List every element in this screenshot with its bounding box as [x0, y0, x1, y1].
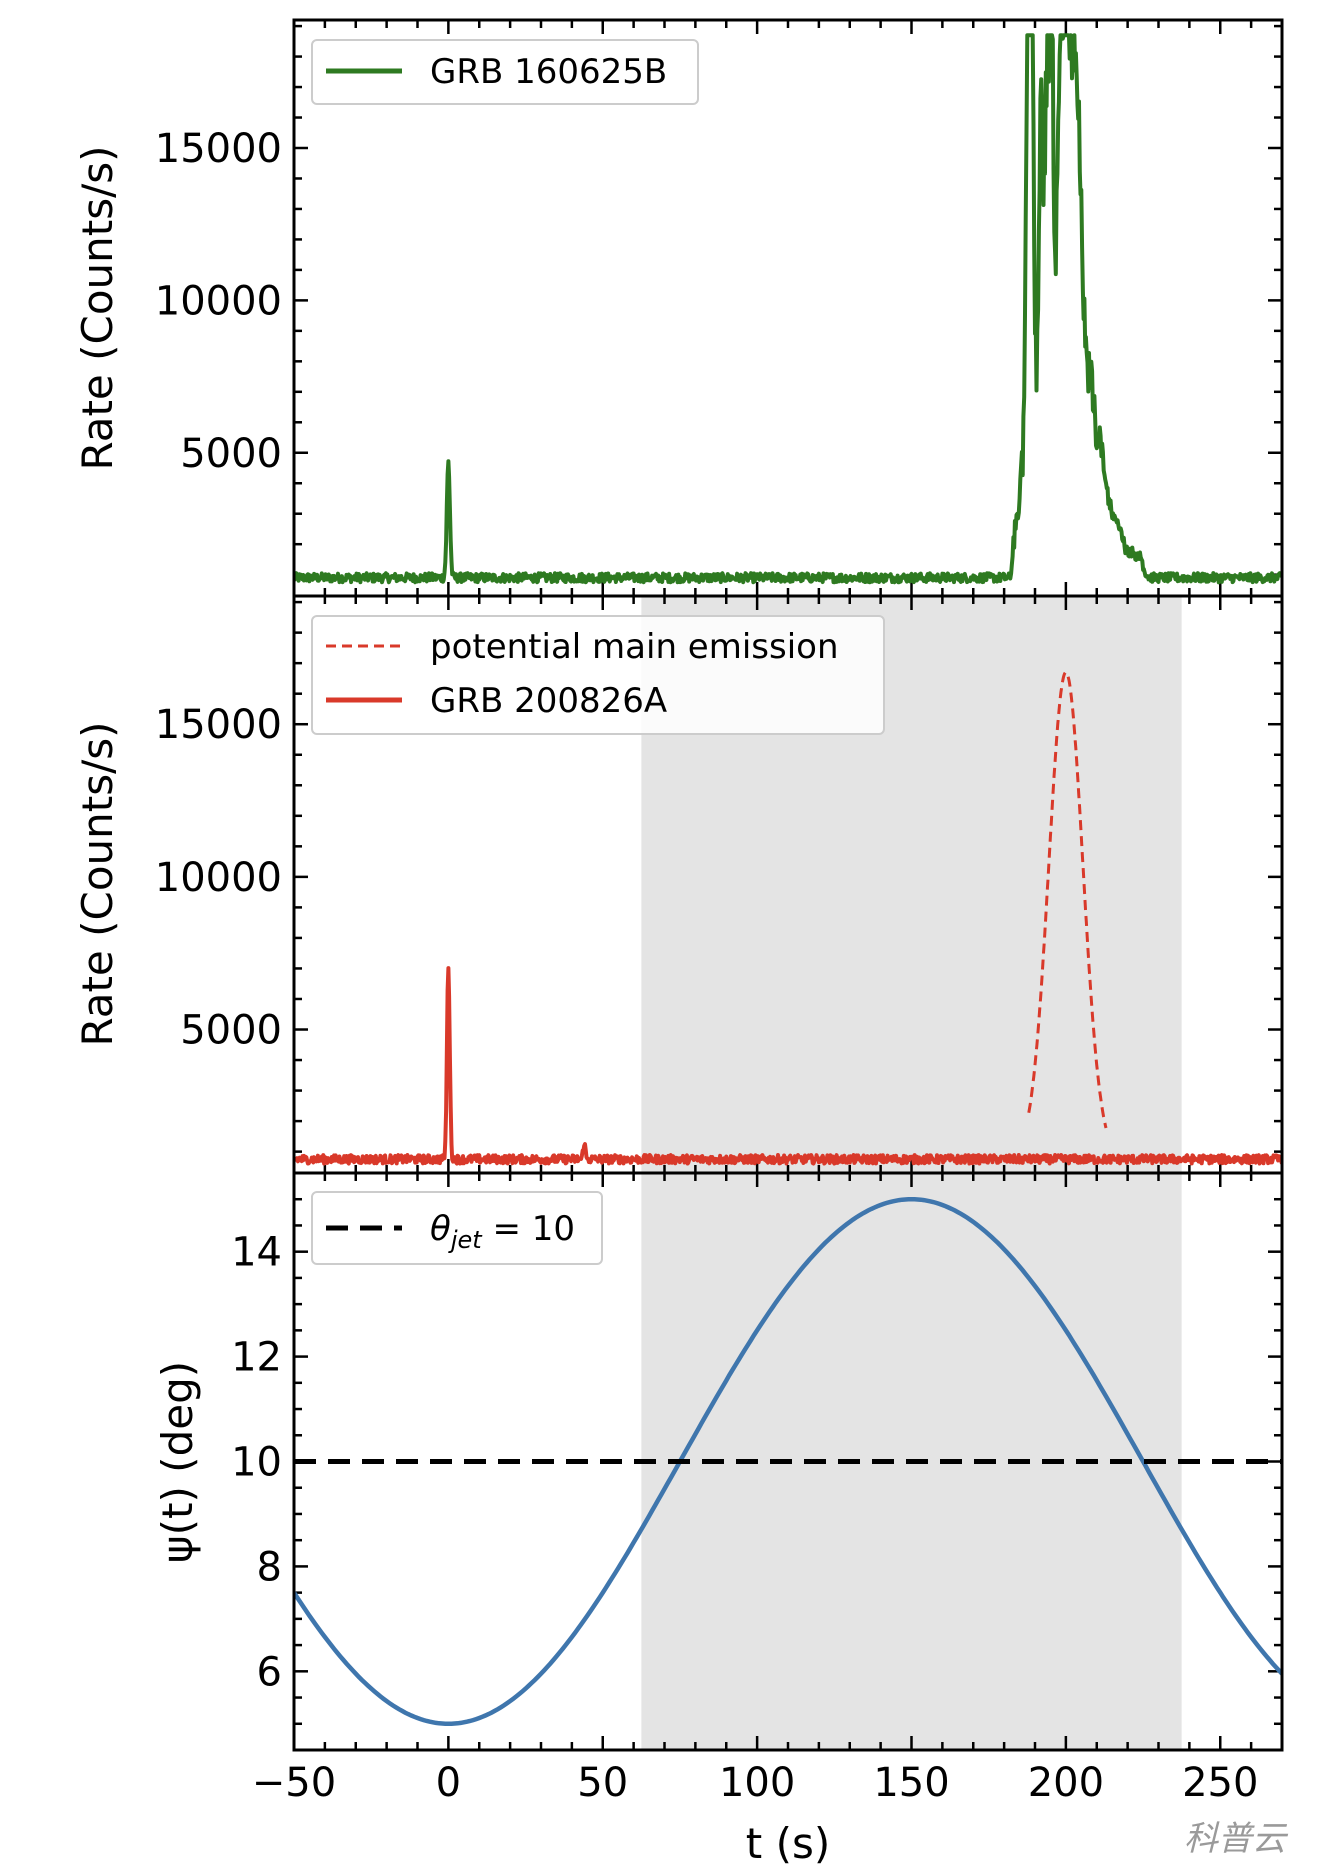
x-tick-label: 250	[1182, 1760, 1258, 1806]
top-ytick-labels: 5000 10000 15000	[155, 126, 282, 477]
bottom-ylabel: ψ(t) (deg)	[153, 1361, 202, 1563]
legend-theta-symbol: θ	[430, 1209, 451, 1249]
top-ylabel: Rate (Counts/s)	[73, 145, 122, 470]
y-tick-label: 14	[231, 1230, 282, 1276]
panel-top: 5000 10000 15000 Rate (Counts/s) GRB 16062…	[73, 20, 1284, 596]
series-psi	[294, 1196, 1282, 1727]
middle-ylabel: Rate (Counts/s)	[73, 721, 122, 1046]
x-tick-label: 50	[577, 1760, 628, 1806]
y-tick-label: 15000	[155, 126, 282, 172]
top-ticks	[292, 20, 1284, 596]
y-tick-label: 10000	[155, 855, 282, 901]
series-grb-160625b	[294, 33, 1282, 585]
top-legend: GRB 160625B	[311, 39, 699, 105]
y-tick-label: 15000	[155, 702, 282, 748]
bottom-legend: θjet = 10	[311, 1191, 603, 1265]
panel-bottom: 6 8 10 12 14 −50 0 50 100 150 200 250 ψ(t) (deg) t…	[153, 1171, 1284, 1868]
series-grb-200826a	[294, 966, 1282, 1166]
middle-ytick-labels: 5000 10000 15000	[155, 702, 282, 1053]
y-tick-label: 10000	[155, 278, 282, 324]
x-tick-label: 200	[1028, 1760, 1104, 1806]
middle-legend-label-potential: potential main emission	[430, 627, 839, 667]
top-legend-box	[311, 39, 699, 105]
legend-theta-subscript: jet	[448, 1226, 483, 1254]
bottom-ytick-labels: 6 8 10 12 14	[231, 1230, 282, 1696]
watermark: 科普云	[1184, 1819, 1286, 1859]
y-tick-label: 8	[257, 1544, 282, 1590]
middle-legend-label-grb: GRB 200826A	[430, 681, 667, 721]
y-tick-label: 6	[257, 1649, 282, 1695]
bottom-xtick-labels: −50 0 50 100 150 200 250	[252, 1760, 1259, 1806]
series-potential-main-emission	[1027, 670, 1108, 1129]
y-tick-label: 10	[231, 1440, 282, 1486]
bottom-frame	[292, 1171, 1284, 1752]
top-legend-label: GRB 160625B	[430, 52, 667, 92]
y-tick-label: 5000	[180, 1008, 282, 1054]
x-tick-label: 150	[873, 1760, 949, 1806]
bottom-legend-box	[311, 1191, 603, 1265]
x-tick-label: −50	[252, 1760, 336, 1806]
bottom-legend-label: θjet = 10	[430, 1209, 575, 1254]
x-tick-label: 100	[719, 1760, 795, 1806]
top-frame	[292, 18, 1284, 598]
legend-theta-value: = 10	[482, 1209, 575, 1249]
bottom-xlabel: t (s)	[746, 1819, 830, 1868]
middle-legend: potential main emission GRB 200826A	[311, 615, 885, 735]
middle-legend-box	[311, 615, 885, 735]
y-tick-label: 12	[231, 1335, 282, 1381]
x-tick-label: 0	[436, 1760, 461, 1806]
y-tick-label: 5000	[180, 431, 282, 477]
panel-middle: 5000 10000 15000 Rate (Counts/s) potential…	[73, 596, 1284, 1173]
